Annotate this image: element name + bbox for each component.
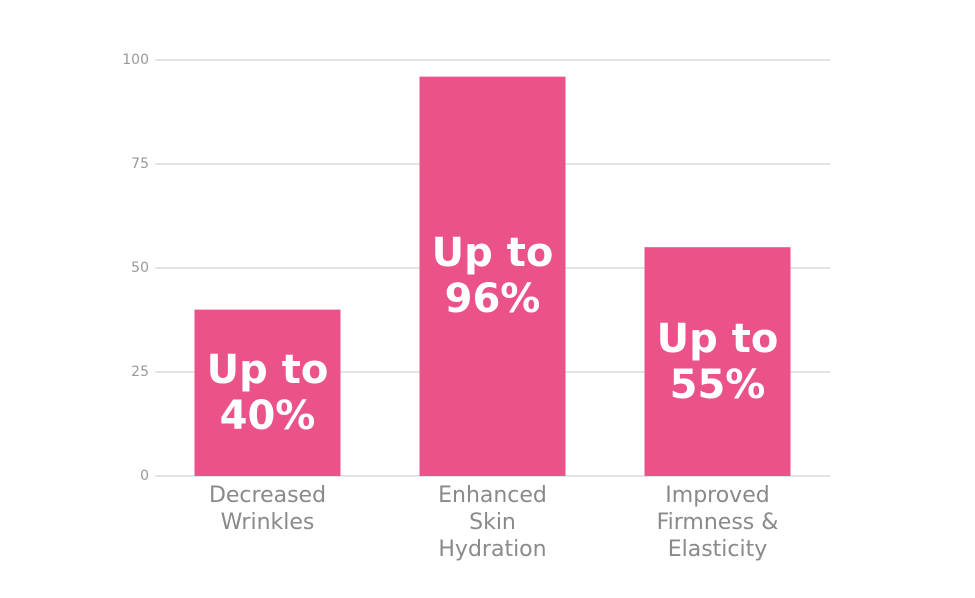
y-tick-label: 75 <box>131 156 149 172</box>
bar <box>419 76 566 476</box>
value-label: Up to 55% <box>656 315 779 408</box>
x-tick-label: Improved Firmness & Elasticity <box>656 483 779 562</box>
y-tick-label: 50 <box>131 260 149 276</box>
bar <box>644 247 791 476</box>
y-tick-label: 100 <box>122 52 149 68</box>
value-label: Up to 96% <box>431 230 554 323</box>
x-tick-label: Decreased Wrinkles <box>208 483 327 535</box>
y-tick-label: 0 <box>140 468 149 484</box>
y-tick-label: 25 <box>131 364 149 380</box>
bar <box>194 309 341 476</box>
x-tick-label: Enhanced Skin Hydration <box>438 483 547 562</box>
value-label: Up to 40% <box>206 346 329 439</box>
